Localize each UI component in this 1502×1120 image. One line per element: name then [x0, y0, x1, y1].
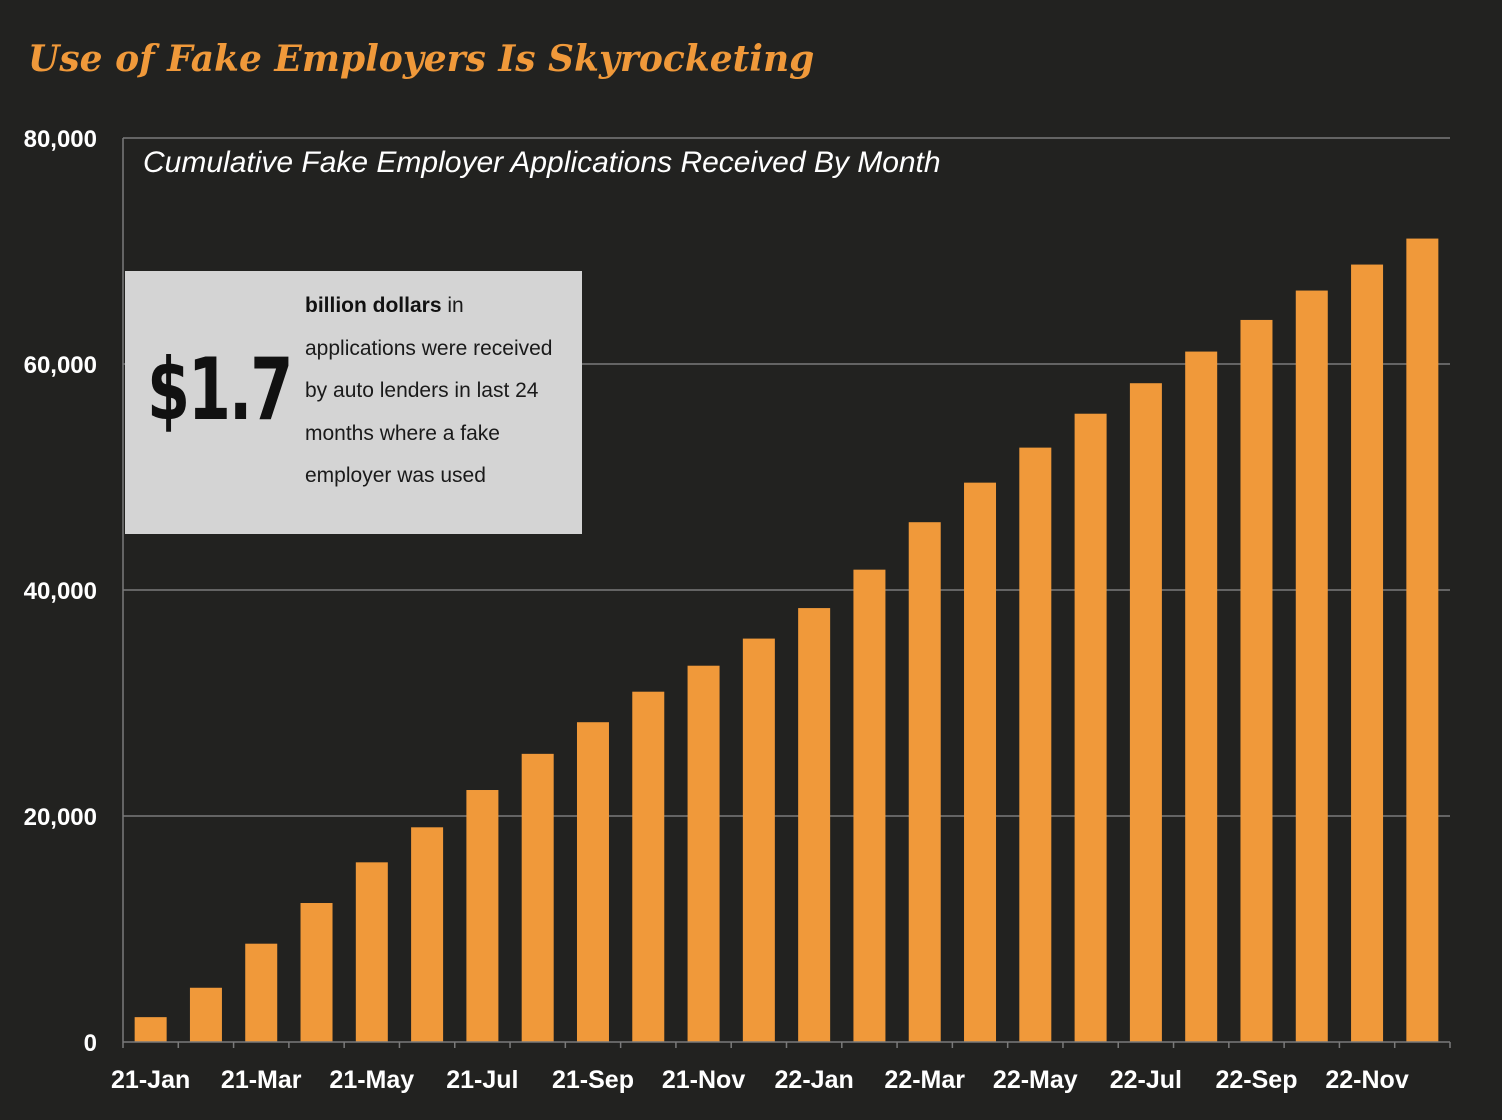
- x-tick-label: 21-Jul: [446, 1066, 518, 1094]
- x-tick-label: 22-May: [993, 1066, 1078, 1094]
- bar-21-Dec: [742, 638, 775, 1042]
- bar-22-Apr: [964, 482, 997, 1042]
- bar-21-Jul: [466, 790, 499, 1042]
- bar-21-Aug: [521, 753, 554, 1042]
- bar-22-Jan: [798, 608, 831, 1042]
- bar-22-Sep: [1240, 319, 1273, 1042]
- bar-22-Jun: [1074, 413, 1107, 1043]
- x-tick-label: 21-Sep: [552, 1066, 634, 1094]
- x-tick-label: 22-Sep: [1215, 1066, 1297, 1094]
- x-tick-labels: 21-Jan 21-Mar 21-May 21-Jul 21-Sep 21-Nov 22-J…: [111, 1066, 1409, 1094]
- callout-bold-text: billion dollars: [305, 294, 442, 317]
- bar-22-Aug: [1185, 351, 1218, 1042]
- bar-21-Sep: [576, 722, 609, 1042]
- bar-21-Jan: [134, 1017, 167, 1042]
- bar-21-Oct: [632, 691, 665, 1042]
- chart-title: Use of Fake Employers Is Skyrocketing: [28, 38, 815, 80]
- chart-subtitle: Cumulative Fake Employer Applications Re…: [143, 146, 941, 179]
- bars: [134, 238, 1439, 1043]
- bar-21-Nov: [687, 665, 720, 1042]
- bar-21-Apr: [300, 903, 333, 1042]
- bar-22-Nov: [1351, 264, 1384, 1042]
- callout-text: billion dollars in applications were rec…: [305, 285, 567, 498]
- x-tick-label: 21-Nov: [662, 1066, 745, 1094]
- x-tick-label: 21-May: [329, 1066, 414, 1094]
- callout-amount: $1.7: [147, 340, 293, 440]
- bar-21-Mar: [245, 943, 278, 1042]
- y-tick-labels: 0 20,000 40,000 60,000 80,000: [24, 126, 97, 1057]
- bar-22-Feb: [853, 569, 886, 1042]
- bar-21-Feb: [189, 987, 222, 1042]
- axes: [122, 138, 1451, 1048]
- x-tick-label: 22-Jan: [775, 1066, 854, 1094]
- callout-box: $1.7 billion dollars in applications wer…: [125, 271, 582, 534]
- x-tick-label: 21-Mar: [221, 1066, 302, 1094]
- y-tick-label: 20,000: [24, 804, 97, 831]
- y-tick-label: 40,000: [24, 578, 97, 605]
- bar-22-May: [1019, 447, 1052, 1042]
- x-tick-label: 22-Jul: [1110, 1066, 1182, 1094]
- x-tick-label: 22-Nov: [1325, 1066, 1408, 1094]
- bar-22-Jul: [1129, 383, 1162, 1043]
- callout-rest-text: in applications were received by auto le…: [305, 294, 553, 488]
- bar-21-Jun: [411, 827, 444, 1042]
- bar-22-Oct: [1295, 290, 1328, 1042]
- bar-21-May: [355, 862, 388, 1042]
- x-tick-label: 21-Jan: [111, 1066, 190, 1094]
- bar-22-Mar: [908, 522, 941, 1042]
- bar-22-Dec: [1406, 238, 1439, 1042]
- x-tick-label: 22-Mar: [884, 1066, 965, 1094]
- y-tick-label: 80,000: [24, 126, 97, 153]
- y-tick-label: 60,000: [24, 352, 97, 379]
- y-tick-label: 0: [84, 1030, 97, 1057]
